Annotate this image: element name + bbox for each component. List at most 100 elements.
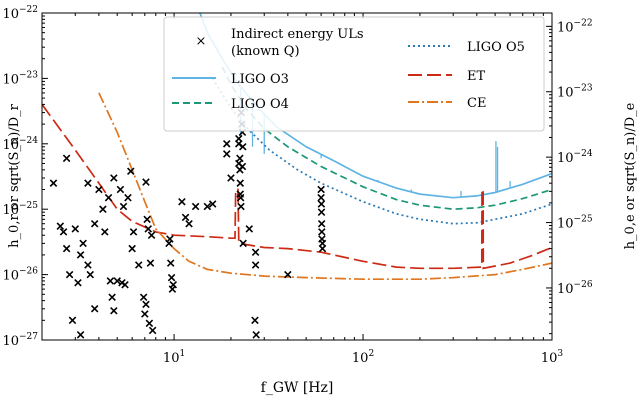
scatter-point xyxy=(71,225,80,233)
scatter-point xyxy=(318,228,326,236)
scatter-point xyxy=(143,215,151,224)
tick-label: 10−23 xyxy=(557,84,593,101)
scatter-point xyxy=(222,140,231,148)
legend-label-o5: LIGO O5 xyxy=(467,40,525,55)
scatter-point xyxy=(62,244,71,253)
scatter-point xyxy=(236,154,244,163)
scatter-point xyxy=(251,248,260,256)
scatter-point xyxy=(318,244,327,253)
scatter-point xyxy=(237,202,245,211)
scatter-point xyxy=(252,331,260,339)
scatter-point xyxy=(222,150,231,158)
legend-label-indirect-line2: (known Q) xyxy=(231,44,300,59)
legend-label-et: ET xyxy=(467,69,485,84)
scatter-point xyxy=(86,270,95,279)
scatter-point xyxy=(317,200,326,208)
scatter-point xyxy=(166,235,174,243)
scatter-point xyxy=(145,319,154,328)
scatter-point xyxy=(141,310,149,318)
scatter-point xyxy=(148,326,157,335)
scatter-point xyxy=(146,259,155,267)
scatter-point xyxy=(56,222,65,230)
scatter-point xyxy=(124,193,132,202)
scatter-point xyxy=(251,261,260,269)
scatter-point xyxy=(191,202,200,211)
scatter-point xyxy=(203,202,212,211)
scatter-point xyxy=(110,174,118,182)
scatter-point xyxy=(317,193,325,202)
scatter-point xyxy=(128,244,136,253)
tick-label: 10−27 xyxy=(2,332,38,349)
scatter-point xyxy=(84,261,92,269)
legend-label-o3: LIGO O3 xyxy=(231,72,289,87)
scatter-point xyxy=(185,219,193,228)
tick-label: 103 xyxy=(541,349,564,366)
series-line-et xyxy=(42,103,552,270)
scatter-point xyxy=(129,228,138,236)
scatter-point xyxy=(84,179,92,187)
legend: × Indirect energy ULs (known Q) LIGO O3 … xyxy=(163,16,545,132)
scatter-point xyxy=(76,251,85,259)
series-line-ligo-o4 xyxy=(221,66,552,211)
tick-label: 10−23 xyxy=(2,70,38,87)
tick-label: 10−22 xyxy=(2,5,38,22)
tick-label: 10−26 xyxy=(2,267,38,284)
tick-label: 10−26 xyxy=(557,280,593,297)
legend-label-indirect: Indirect energy ULs xyxy=(231,27,364,42)
y-axis-left-label: h_0,r or sqrt(S_n)/D_r xyxy=(7,103,22,247)
scatter-point xyxy=(49,179,58,187)
tick-label: 102 xyxy=(352,349,374,366)
x-axis-label: f_GW [Hz] xyxy=(261,380,334,396)
tick-label: 10−22 xyxy=(557,18,593,35)
scatter-point xyxy=(99,205,107,213)
scatter-point xyxy=(59,228,68,236)
tick-label: 101 xyxy=(163,349,185,366)
tick-label: 10−25 xyxy=(2,201,38,218)
scatter-point xyxy=(178,197,186,206)
scatter-point xyxy=(166,259,175,267)
scatter-point xyxy=(236,193,245,202)
scatter-point xyxy=(251,316,259,325)
legend-label-ce: CE xyxy=(467,96,486,111)
scatter-point xyxy=(245,225,254,233)
scatter-point xyxy=(110,306,118,315)
scatter-point xyxy=(317,185,325,194)
legend-label-o4: LIGO O4 xyxy=(231,97,289,112)
scatter-point xyxy=(139,293,148,302)
scatter-layer xyxy=(49,108,327,339)
scatter-point xyxy=(68,316,77,325)
scatter-point xyxy=(239,239,247,248)
scatter-point xyxy=(238,162,247,171)
scatter-point xyxy=(239,143,247,151)
scatter-point xyxy=(236,179,245,187)
scatter-point xyxy=(65,270,74,279)
tick-label: 10−24 xyxy=(557,149,593,166)
series-line-ligo-o5 xyxy=(211,77,552,225)
scatter-point xyxy=(76,331,85,339)
scatter-point xyxy=(227,174,235,182)
y-axis-right-label: h_0,e or sqrt(S_n)/D_e xyxy=(623,102,638,249)
scatter-point xyxy=(142,300,150,309)
scatter-point xyxy=(104,193,113,202)
scatter-point xyxy=(116,185,125,194)
scatter-point xyxy=(79,239,87,248)
scatter-point xyxy=(134,261,143,269)
scatter-point xyxy=(169,280,178,289)
scatter-point xyxy=(142,178,150,186)
scatter-point xyxy=(90,219,99,228)
series-line-ce xyxy=(98,92,552,281)
tick-label: 10−25 xyxy=(557,215,593,232)
scatter-point xyxy=(181,213,190,222)
scatter-point xyxy=(147,231,156,239)
scatter-point xyxy=(119,202,128,211)
scatter-point xyxy=(317,208,326,216)
scatter-point xyxy=(127,167,135,176)
scatter-point xyxy=(108,293,116,302)
scatter-point xyxy=(113,277,121,285)
scatter-point xyxy=(101,228,109,236)
axis-layer: 101 102 103 10−27 10−26 10−25 10−24 10−23 10−22 1… xyxy=(2,5,592,366)
scatter-point xyxy=(74,279,82,287)
scatter-point xyxy=(208,200,217,208)
tick-label: 10−24 xyxy=(2,136,38,153)
